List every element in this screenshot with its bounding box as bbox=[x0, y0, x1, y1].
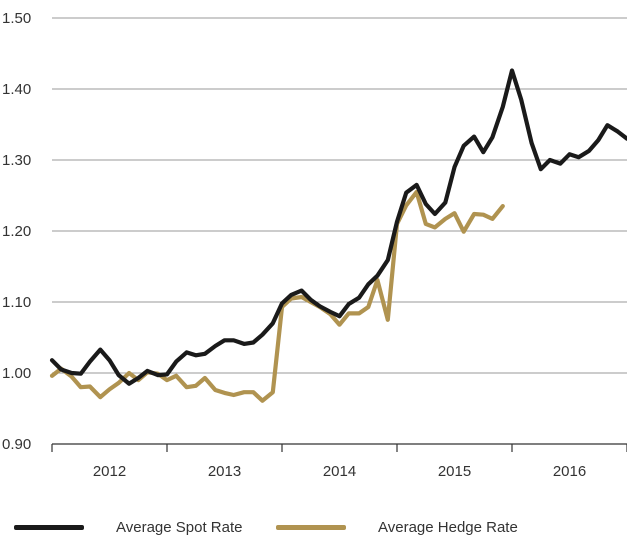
y-tick-label: 1.30 bbox=[2, 152, 31, 169]
x-tick-label: 2015 bbox=[438, 463, 471, 480]
y-tick-label: 1.20 bbox=[2, 223, 31, 240]
gridlines bbox=[52, 17, 627, 374]
series-line-hedge bbox=[49, 189, 505, 403]
x-tick-label: 2013 bbox=[208, 463, 241, 480]
y-axis-labels: 1.50 1.40 1.30 1.20 1.10 1.00 0.90 bbox=[2, 10, 31, 453]
legend: Average Spot Rate Average Hedge Rate bbox=[0, 512, 627, 542]
x-tick-label: 2016 bbox=[553, 463, 586, 480]
series-lines bbox=[49, 68, 627, 403]
y-tick-label: 1.00 bbox=[2, 365, 31, 382]
legend-item-spot: Average Spot Rate bbox=[14, 512, 242, 542]
y-tick-label: 1.50 bbox=[2, 10, 31, 27]
series-line-spot bbox=[49, 68, 627, 386]
x-tick-label: 2014 bbox=[323, 463, 356, 480]
x-tick-label: 2012 bbox=[93, 463, 126, 480]
legend-item-hedge: Average Hedge Rate bbox=[276, 512, 518, 542]
legend-label-hedge: Average Hedge Rate bbox=[378, 518, 518, 536]
x-axis-labels: 2012 2013 2014 2015 2016 bbox=[93, 463, 586, 480]
legend-swatch-spot bbox=[14, 524, 84, 530]
legend-label-spot: Average Spot Rate bbox=[116, 518, 243, 536]
x-axis bbox=[51, 443, 627, 452]
y-tick-label: 0.90 bbox=[2, 436, 31, 453]
legend-swatch-hedge bbox=[276, 524, 346, 530]
y-tick-label: 1.10 bbox=[2, 294, 31, 311]
line-chart: 1.501.401.301.201.101.000.90 2012 2013 201… bbox=[2, 10, 627, 480]
y-tick-label: 1.40 bbox=[2, 81, 31, 98]
